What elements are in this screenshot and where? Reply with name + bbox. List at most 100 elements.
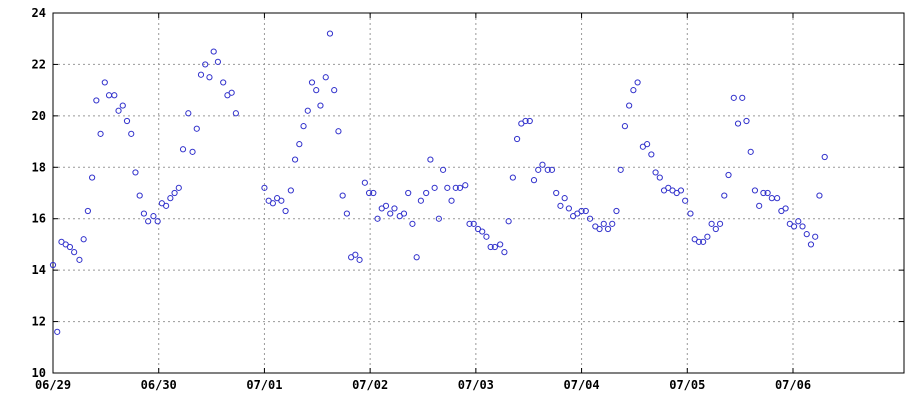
data-point (167, 195, 174, 202)
data-point (716, 220, 724, 227)
data-point (431, 184, 438, 191)
data-point (630, 87, 637, 94)
data-point (409, 220, 416, 227)
data-point (387, 210, 394, 217)
y-tick-label: 14 (32, 263, 46, 277)
data-point (491, 243, 498, 251)
data-point (470, 220, 477, 227)
data-point (370, 189, 377, 197)
data-point (97, 130, 104, 137)
data-point (228, 89, 235, 96)
data-point (730, 94, 737, 101)
data-point (553, 189, 560, 197)
data-point (71, 249, 78, 256)
data-point (132, 169, 139, 176)
data-point (799, 223, 806, 230)
x-tick-label: 07/02 (352, 378, 388, 392)
data-point (626, 102, 633, 109)
data-point (417, 197, 424, 204)
data-point (544, 166, 551, 173)
data-point (483, 233, 490, 240)
data-point (656, 174, 663, 181)
data-point (84, 207, 91, 215)
data-point (300, 123, 307, 130)
data-point (821, 153, 828, 161)
data-point (586, 215, 594, 222)
data-point (782, 205, 789, 212)
data-point (548, 166, 556, 173)
data-point (374, 215, 381, 222)
data-point (49, 261, 57, 269)
data-point (634, 79, 641, 86)
plot-frame (52, 12, 905, 374)
data-point (513, 135, 521, 143)
data-point (150, 213, 157, 220)
data-point (687, 210, 694, 217)
data-point (413, 254, 420, 261)
data-point (621, 123, 629, 130)
data-point (80, 236, 87, 243)
data-point (326, 30, 334, 37)
data-point (335, 128, 342, 135)
data-point (609, 220, 616, 227)
x-tick-label: 07/04 (564, 378, 600, 392)
data-point (115, 107, 122, 114)
data-point (93, 97, 100, 104)
data-point (721, 192, 728, 199)
x-axis: 06/29 06/30 07/01 07/02 07/03 07/04 07/05 07/06 (35, 13, 811, 392)
data-point (444, 184, 451, 191)
x-tick-label: 07/05 (669, 378, 705, 392)
data-point (435, 215, 442, 222)
y-tick-label: 10 (32, 366, 46, 380)
data-point (123, 117, 131, 125)
data-point (466, 220, 473, 227)
x-tick-label: 07/03 (458, 378, 494, 392)
data-point (743, 117, 750, 125)
data-point (405, 189, 412, 197)
data-point (708, 220, 715, 227)
data-point (140, 210, 148, 217)
data-point (739, 94, 746, 101)
data-point (600, 220, 607, 227)
data-point (617, 166, 624, 173)
data-point (565, 205, 572, 212)
x-tick-label: 07/01 (246, 378, 282, 392)
data-point (400, 210, 408, 217)
data-point (509, 174, 516, 181)
data-point (278, 197, 285, 204)
data-point (101, 79, 108, 86)
data-point (193, 125, 200, 132)
data-point (756, 202, 763, 209)
y-tick-label: 16 (32, 212, 46, 226)
data-point (774, 195, 781, 202)
data-point (487, 243, 494, 251)
data-point (202, 61, 209, 68)
data-point (751, 187, 759, 194)
data-point (356, 256, 363, 263)
data-point (479, 228, 486, 235)
grid-lines (53, 13, 904, 373)
data-point (154, 218, 161, 225)
data-point (526, 117, 533, 125)
x-tick-label: 07/06 (775, 378, 811, 392)
data-point (501, 249, 508, 256)
data-point (232, 110, 239, 117)
data-point (452, 184, 459, 191)
y-tick-label: 22 (32, 57, 46, 71)
y-tick-label: 24 (32, 6, 46, 20)
data-point (197, 71, 205, 78)
data-point (522, 117, 529, 125)
data-point (179, 146, 187, 153)
data-point (352, 251, 359, 258)
data-point (816, 192, 823, 199)
data-point (448, 197, 455, 204)
data-point (128, 130, 135, 137)
data-point (807, 241, 815, 248)
y-tick-label: 20 (32, 109, 46, 123)
data-point (768, 195, 775, 202)
data-point (291, 156, 299, 163)
data-point (539, 161, 546, 168)
data-point (391, 205, 398, 212)
data-point (175, 184, 182, 191)
